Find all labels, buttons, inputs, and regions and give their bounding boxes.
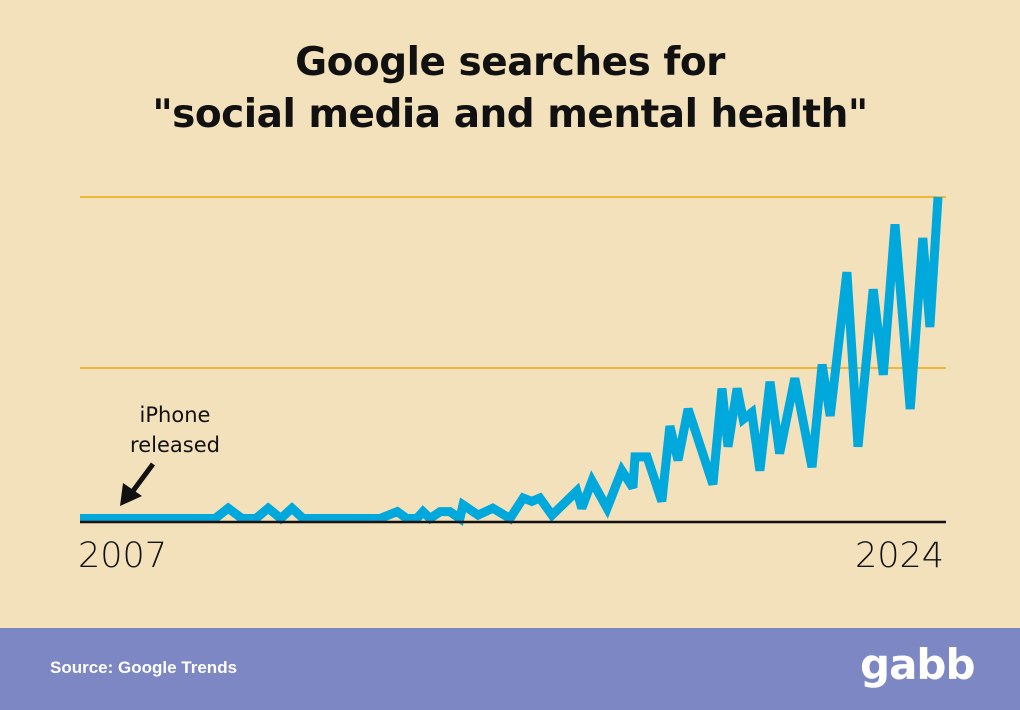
arrow-head-icon [120,483,142,506]
line-chart [79,196,946,526]
footer-bar: Source: Google Trends gabb [0,628,1020,710]
gabb-logo: gabb [860,640,976,689]
x-tick-label-start: 2007 [78,536,168,576]
series-line [80,196,943,526]
x-tick-label-end: 2024 [855,536,945,576]
annotation-line-2: released [130,433,220,457]
iphone-annotation: iPhone released [120,400,230,460]
source-text: Source: Google Trends [50,658,238,677]
annotation-line-1: iPhone [139,403,211,427]
chart-title-line-1: Google searches for [295,40,725,85]
arrow-shaft-icon [127,462,156,497]
chart-title-line-2: "social media and mental health" [152,92,868,137]
